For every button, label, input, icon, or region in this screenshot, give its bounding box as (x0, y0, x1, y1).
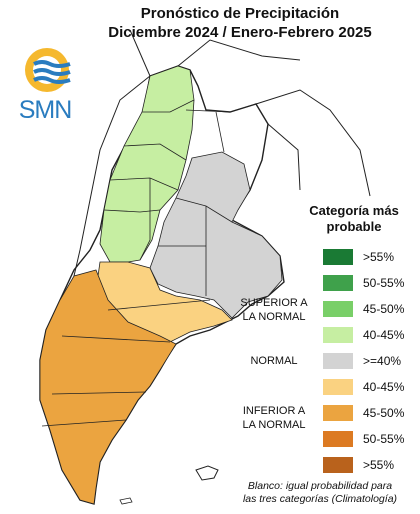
legend-group-inferior-line-2: LA NORMAL (242, 419, 306, 431)
province-borders (41, 99, 257, 427)
legend-group-normal: NORMAL (250, 355, 298, 367)
forecast-title: Pronóstico de Precipitación Diciembre 20… (70, 4, 410, 42)
legend-title-line-1: Categoría más (309, 203, 399, 218)
region-normal (149, 151, 283, 319)
title-line-1: Pronóstico de Precipitación (140, 5, 340, 22)
neighbor-borders (73, 29, 371, 277)
legend-swatch-3 (323, 301, 353, 317)
staten-island (119, 497, 133, 505)
smn-logo-text: SMN (18, 96, 73, 124)
legend-label-8: 50-55% (363, 432, 405, 446)
legend-title: Categoría más probable (296, 203, 412, 235)
legend-label-4: 40-45% (363, 328, 405, 342)
climatology-note-line-1: Blanco: igual probabilidad para (247, 480, 393, 492)
legend-label-2: 50-55% (363, 276, 405, 290)
legend-swatch-6 (323, 379, 353, 395)
legend-swatch-9 (323, 457, 353, 473)
title-line-2: Diciembre 2024 / Enero-Febrero 2025 (108, 24, 372, 41)
malvinas-islands (195, 465, 219, 481)
legend-swatch-1 (323, 249, 353, 265)
legend-group-inferior: INFERIOR A LA NORMAL (226, 404, 322, 432)
climatology-note-line-2: las tres categorías (Climatología) (242, 493, 398, 505)
legend-swatch-2 (323, 275, 353, 291)
legend-label-6: 40-45% (363, 380, 405, 394)
legend-label-3: 45-50% (363, 302, 405, 316)
legend-group-superior-line-1: SUPERIOR A (240, 297, 308, 309)
region-inferior-45-50 (39, 269, 177, 505)
legend-swatch-7 (323, 405, 353, 421)
region-superior-40-45 (99, 65, 195, 263)
legend-label-5: >=40% (363, 354, 402, 368)
legend-group-inferior-line-1: INFERIOR A (242, 405, 306, 417)
legend-swatch-8 (323, 431, 353, 447)
legend-title-line-2: probable (326, 219, 382, 234)
legend-label-1: >55% (363, 250, 395, 264)
legend-label-7: 45-50% (363, 406, 405, 420)
legend-swatch-4 (323, 327, 353, 343)
legend-label-9: >55% (363, 458, 395, 472)
legend-swatch-5 (323, 353, 353, 369)
legend-group-superior-line-2: LA NORMAL (242, 311, 306, 323)
climatology-note: Blanco: igual probabilidad para las tres… (222, 480, 418, 506)
smn-logo-icon (25, 48, 71, 92)
legend-group-superior: SUPERIOR A LA NORMAL (226, 296, 322, 324)
